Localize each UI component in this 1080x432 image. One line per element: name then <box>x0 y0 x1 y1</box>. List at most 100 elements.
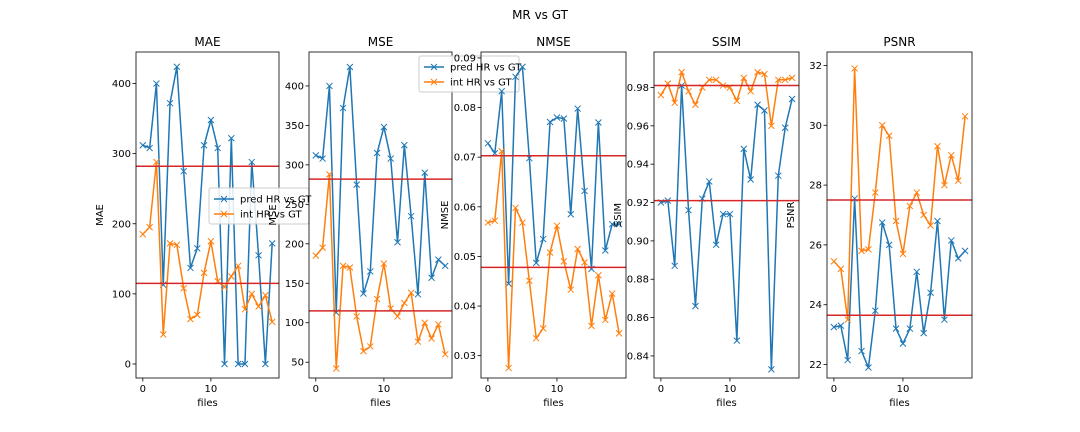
data-point-marker <box>414 290 422 298</box>
data-point-marker <box>871 189 879 196</box>
data-point-marker <box>268 318 276 326</box>
data-point-marker <box>851 65 858 72</box>
data-point-marker <box>312 252 320 260</box>
data-point-marker <box>400 141 408 149</box>
data-point-marker <box>200 269 208 277</box>
data-point-marker <box>588 322 595 330</box>
plot-area <box>827 65 972 371</box>
data-point-marker <box>532 334 540 342</box>
data-point-marker <box>961 112 969 120</box>
data-point-marker <box>207 116 215 124</box>
y-axis-label: PSNR <box>786 202 797 229</box>
data-point-marker <box>519 63 526 71</box>
data-point-marker <box>214 144 222 152</box>
data-point-marker <box>920 211 928 219</box>
series-line-int <box>833 67 966 321</box>
data-point-marker <box>539 235 547 243</box>
legend-box <box>418 55 520 93</box>
data-point-marker <box>947 151 955 159</box>
data-point-marker <box>435 256 442 263</box>
data-point-marker <box>360 290 367 297</box>
x-axis-label: files <box>889 398 909 409</box>
axes-frame <box>826 51 973 379</box>
data-point-marker <box>146 144 153 152</box>
data-point-marker <box>146 223 153 231</box>
y-tick-label: 26 <box>809 240 822 251</box>
y-tick-label: 0.05 <box>454 252 476 263</box>
data-point-marker <box>326 82 333 90</box>
data-point-marker <box>595 119 602 126</box>
data-point-marker <box>380 260 388 267</box>
data-point-marker <box>865 246 872 253</box>
data-point-marker <box>268 240 276 247</box>
data-point-marker <box>878 219 886 226</box>
data-point-marker <box>394 313 401 320</box>
data-point-marker <box>781 124 789 132</box>
data-point-marker <box>865 364 872 371</box>
data-point-marker <box>733 97 741 105</box>
data-point-marker <box>312 152 320 159</box>
data-point-marker <box>954 255 962 262</box>
y-tick-label: 250 <box>285 200 304 211</box>
data-point-marker <box>319 155 326 162</box>
data-point-marker <box>380 123 388 131</box>
data-point-marker <box>608 290 616 298</box>
y-tick-label: 0.84 <box>627 351 649 362</box>
y-tick-label: 0.06 <box>454 202 476 213</box>
y-tick-label: 0.86 <box>627 313 649 324</box>
data-point-marker <box>491 217 499 225</box>
data-point-marker <box>153 80 160 87</box>
y-tick-label: 100 <box>112 289 131 300</box>
y-tick-label: 24 <box>809 300 822 311</box>
data-point-marker <box>788 74 796 82</box>
x-axis-label: files <box>543 398 563 409</box>
data-point-marker <box>553 114 561 121</box>
data-point-marker <box>885 132 893 140</box>
data-point-marker <box>844 356 852 364</box>
data-point-marker <box>899 250 907 258</box>
data-point-marker <box>747 176 755 183</box>
data-point-marker <box>844 316 852 324</box>
data-point-marker <box>705 76 713 84</box>
data-point-marker <box>180 167 188 175</box>
subplot-title: SSIM <box>712 35 741 49</box>
data-point-marker <box>858 347 865 355</box>
data-point-marker <box>830 258 838 265</box>
data-point-marker <box>435 320 442 328</box>
series-line-int <box>315 173 446 370</box>
data-point-marker <box>353 313 361 320</box>
data-point-marker <box>519 219 526 227</box>
data-point-marker <box>733 337 741 344</box>
data-point-marker <box>595 271 602 279</box>
y-tick-label: 0.94 <box>627 160 649 171</box>
data-point-marker <box>941 181 948 189</box>
data-point-marker <box>761 107 768 114</box>
data-point-marker <box>139 141 147 149</box>
x-tick-label: 0 <box>313 384 319 395</box>
y-tick-label: 0.90 <box>627 236 649 247</box>
data-point-marker <box>567 286 575 294</box>
y-tick-label: 0.92 <box>627 198 649 209</box>
y-axis-label: MAE <box>95 204 106 226</box>
data-point-marker <box>319 244 326 252</box>
data-point-marker <box>574 245 582 253</box>
y-tick-label: 0.03 <box>454 351 476 362</box>
data-point-marker <box>441 350 449 358</box>
data-point-marker <box>159 331 167 338</box>
data-point-marker <box>428 335 435 342</box>
legend-marker <box>220 210 228 218</box>
y-tick-label: 0.96 <box>627 121 649 132</box>
data-point-marker <box>601 316 609 324</box>
plot-area <box>309 63 452 372</box>
data-point-marker <box>173 63 181 71</box>
y-tick-label: 0.98 <box>627 83 649 94</box>
subplot-title: MSE <box>368 35 394 49</box>
data-point-marker <box>407 289 415 297</box>
data-point-marker <box>532 259 540 267</box>
legend-entry-label: pred HR vs GT <box>240 195 312 206</box>
data-point-marker <box>234 360 242 368</box>
data-point-marker <box>484 139 492 147</box>
